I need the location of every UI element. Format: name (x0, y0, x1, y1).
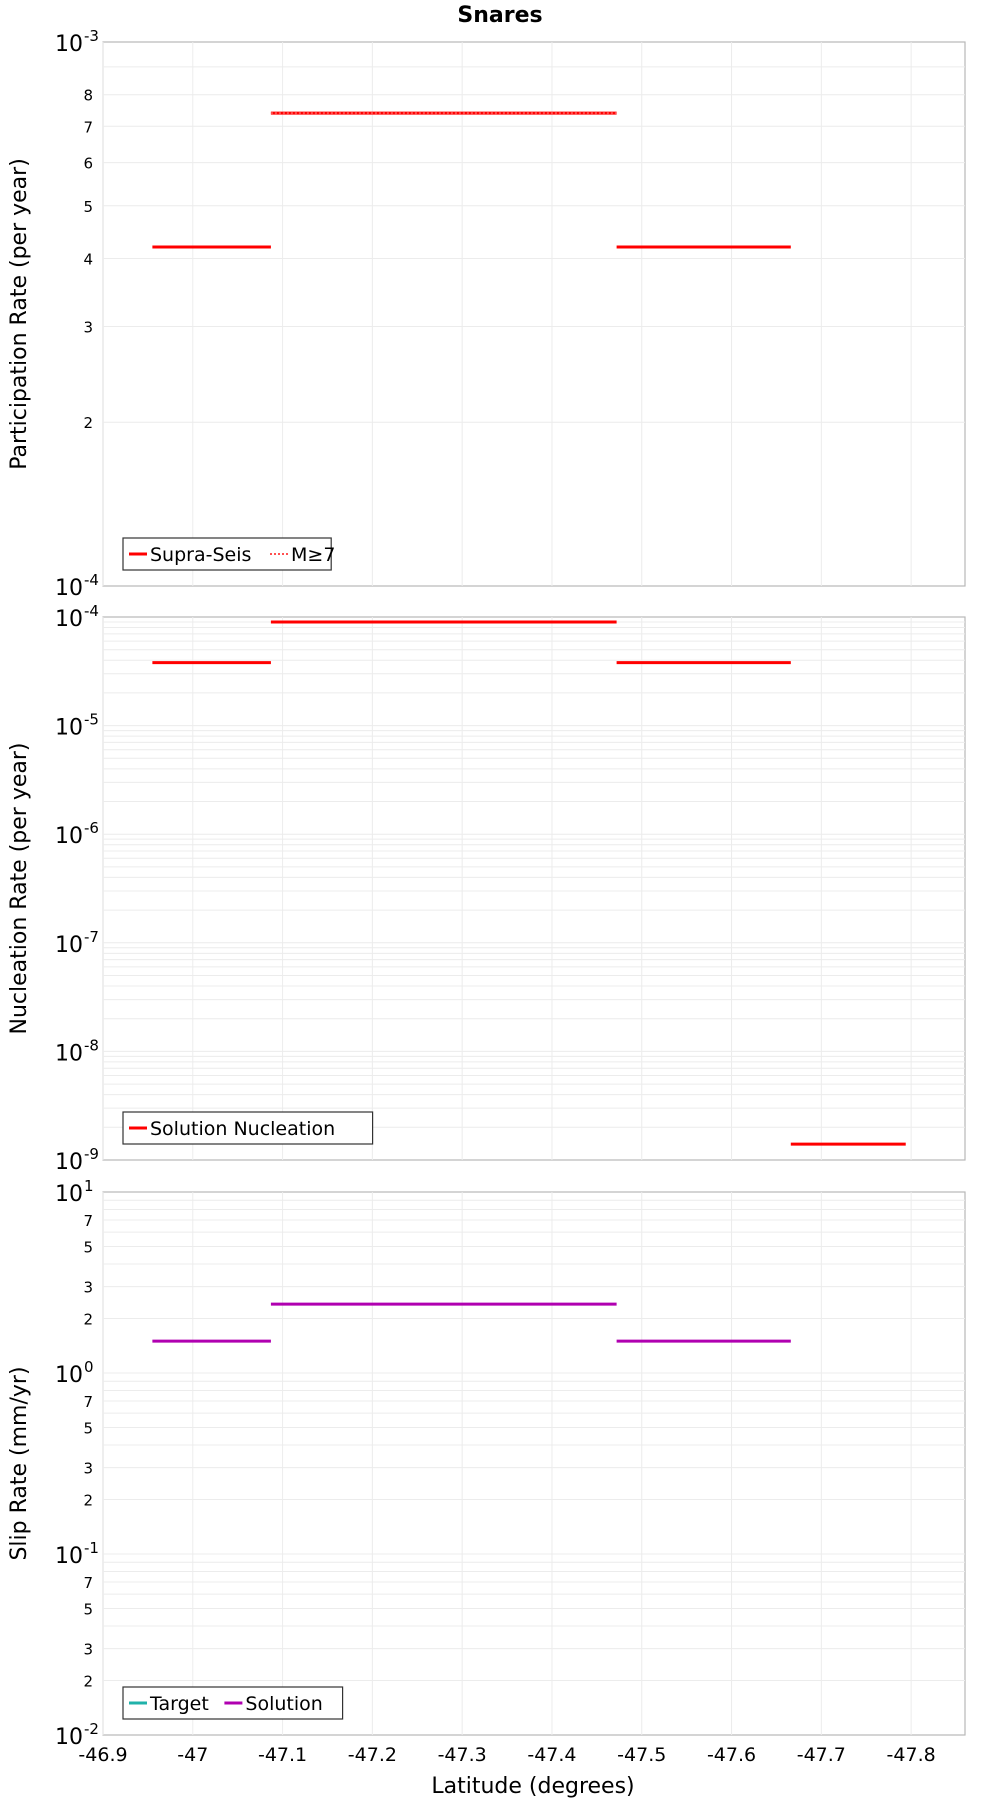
y-minor-tick-label: 2 (83, 1673, 93, 1691)
y-tick-label: 10 0 (55, 1358, 94, 1388)
y-minor-tick-label: 5 (83, 198, 93, 216)
y-minor-tick-label: 3 (83, 1279, 93, 1297)
y-tick-exponent: 1 (84, 1177, 94, 1195)
plot-area (102, 1191, 966, 1736)
y-axis-label: Nucleation Rate (per year) (7, 743, 32, 1035)
y-tick-base: 10 (55, 824, 83, 849)
y-tick-exponent: -4 (84, 602, 99, 620)
y-minor-tick-label: 5 (83, 1419, 93, 1437)
y-tick-label: 10 -4 (55, 602, 99, 632)
y-minor-tick-label: 4 (83, 250, 93, 268)
y-minor-tick-label: 7 (83, 1574, 93, 1592)
y-tick-label: 10 -4 (55, 571, 99, 601)
y-tick-label: 10 -5 (55, 711, 99, 741)
legend-label: M≥7 (291, 544, 335, 566)
legend: Supra-Seis M≥7 (122, 537, 335, 571)
y-tick-base: 10 (55, 1725, 83, 1750)
y-tick-label: 10 -2 (55, 1720, 99, 1750)
legend-label: Solution Nucleation (150, 1118, 335, 1140)
y-tick-exponent: -2 (84, 1720, 99, 1738)
x-tick-label: -47.3 (438, 1744, 487, 1766)
x-tick-label: -47.7 (797, 1744, 846, 1766)
y-tick-exponent: -3 (84, 27, 99, 45)
y-tick-base: 10 (55, 1041, 83, 1066)
y-tick-base: 10 (55, 933, 83, 958)
x-tick-label: -47.2 (348, 1744, 397, 1766)
chart-title: Snares (457, 3, 542, 28)
x-tick-label: -47.5 (617, 1744, 666, 1766)
y-tick-base: 10 (55, 576, 83, 601)
y-tick-label: 10 1 (55, 1177, 94, 1207)
y-tick-exponent: 0 (84, 1358, 94, 1376)
y-tick-exponent: -7 (84, 928, 99, 946)
y-minor-tick-label: 7 (83, 1212, 93, 1230)
y-minor-tick-label: 2 (83, 1311, 93, 1329)
y-tick-label: 10 -7 (55, 928, 99, 958)
legend-label: Supra-Seis (150, 544, 251, 566)
y-tick-base: 10 (55, 607, 83, 632)
x-tick-label: -47 (177, 1744, 208, 1766)
y-tick-exponent: -9 (84, 1145, 99, 1163)
y-minor-tick-label: 7 (83, 118, 93, 136)
y-minor-tick-label: 3 (83, 1641, 93, 1659)
y-tick-exponent: -4 (84, 571, 99, 589)
legend-box (122, 537, 332, 571)
x-tick-label: -47.8 (887, 1744, 936, 1766)
y-tick-base: 10 (55, 1150, 83, 1175)
y-minor-tick-label: 3 (83, 1460, 93, 1478)
y-minor-tick-label: 5 (83, 1600, 93, 1618)
y-tick-label: 10 -1 (55, 1539, 99, 1569)
y-minor-tick-label: 2 (83, 1492, 93, 1510)
y-minor-tick-label: 5 (83, 1238, 93, 1256)
y-tick-exponent: -6 (84, 819, 99, 837)
plot-area (102, 616, 966, 1161)
plot-area (102, 41, 966, 587)
y-tick-exponent: -5 (84, 711, 99, 729)
y-axis-label: Slip Rate (mm/yr) (7, 1366, 32, 1560)
legend: Target Solution (122, 1686, 344, 1720)
y-tick-base: 10 (55, 1182, 83, 1207)
y-minor-tick-label: 2 (83, 414, 93, 432)
x-tick-label: -47.4 (527, 1744, 576, 1766)
legend-label: Solution (245, 1693, 322, 1715)
x-tick-label: -46.9 (78, 1744, 127, 1766)
y-tick-base: 10 (55, 32, 83, 57)
y-tick-label: 10 -6 (55, 819, 99, 849)
legend-label: Target (149, 1693, 209, 1715)
y-axis-label: Participation Rate (per year) (7, 158, 32, 470)
x-tick-label: -47.6 (707, 1744, 756, 1766)
y-minor-tick-label: 8 (83, 87, 93, 105)
y-tick-label: 10 -3 (55, 27, 99, 57)
y-tick-exponent: -1 (84, 1539, 99, 1557)
y-minor-tick-label: 3 (83, 318, 93, 336)
legend-box (122, 1111, 374, 1145)
y-tick-base: 10 (55, 1363, 83, 1388)
y-tick-label: 10 -8 (55, 1036, 99, 1066)
y-tick-base: 10 (55, 1544, 83, 1569)
y-tick-exponent: -8 (84, 1036, 99, 1054)
legend: Solution Nucleation (122, 1111, 374, 1145)
y-minor-tick-label: 6 (83, 155, 93, 173)
y-tick-label: 10 -9 (55, 1145, 99, 1175)
y-minor-tick-label: 7 (83, 1393, 93, 1411)
x-axis-label: Latitude (degrees) (431, 1774, 634, 1799)
y-tick-base: 10 (55, 716, 83, 741)
x-tick-label: -47.1 (258, 1744, 307, 1766)
